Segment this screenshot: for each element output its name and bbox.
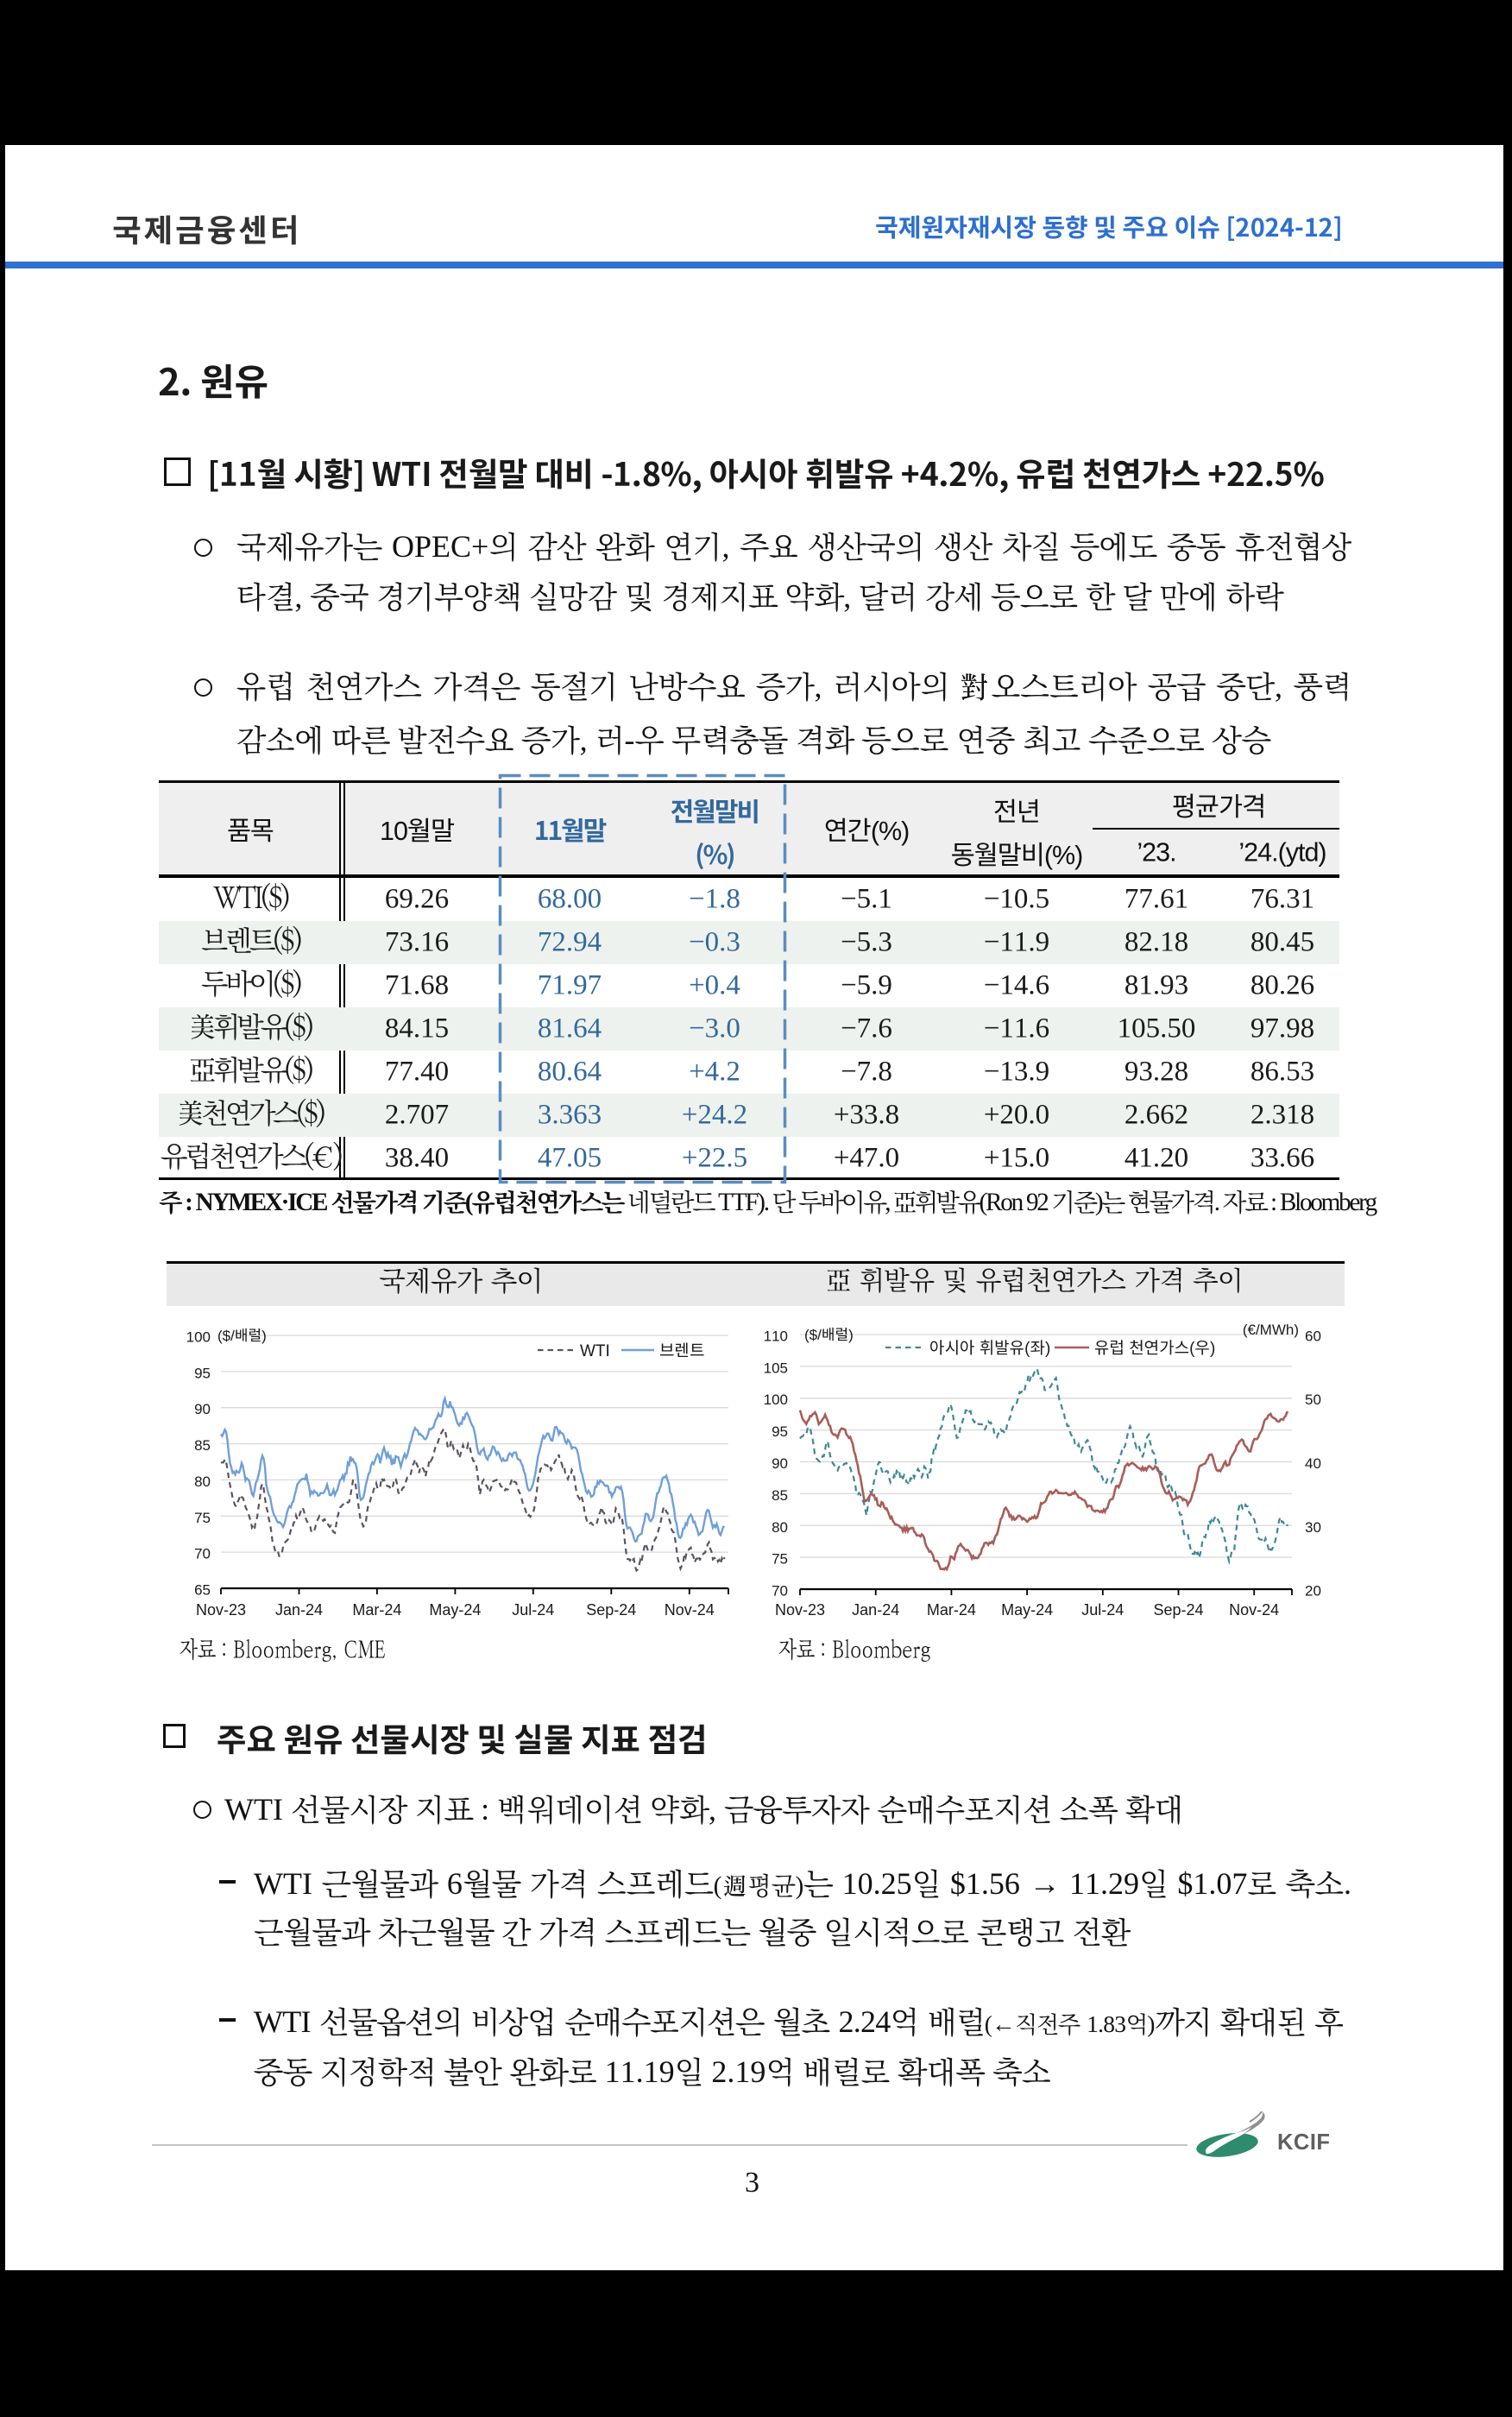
svg-text:105: 105	[764, 1360, 788, 1376]
svg-text:20: 20	[1305, 1583, 1321, 1600]
svg-text:100: 100	[186, 1329, 211, 1346]
svg-text:($/배럴): ($/배럴)	[217, 1328, 267, 1344]
svg-text:40: 40	[1305, 1455, 1321, 1472]
svg-text:Jan-24: Jan-24	[852, 1601, 899, 1619]
svg-text:Jan-24: Jan-24	[275, 1601, 323, 1619]
svg-text:아시아 휘발유(좌): 아시아 휘발유(좌)	[929, 1340, 1050, 1358]
svg-text:브렌트: 브렌트	[659, 1342, 704, 1360]
svg-text:60: 60	[1305, 1328, 1321, 1345]
svg-text:Jul-24: Jul-24	[512, 1601, 554, 1619]
svg-text:65: 65	[194, 1582, 211, 1599]
svg-text:May-24: May-24	[429, 1601, 481, 1619]
svg-text:May-24: May-24	[1001, 1601, 1053, 1619]
svg-text:Nov-23: Nov-23	[196, 1601, 246, 1619]
svg-text:75: 75	[194, 1510, 211, 1526]
svg-text:Nov-24: Nov-24	[1229, 1601, 1279, 1619]
svg-text:(€/MWh): (€/MWh)	[1243, 1322, 1299, 1338]
svg-text:90: 90	[194, 1401, 211, 1417]
svg-text:Sep-24: Sep-24	[586, 1601, 636, 1619]
svg-text:Nov-24: Nov-24	[665, 1601, 715, 1619]
svg-text:80: 80	[772, 1519, 788, 1536]
svg-text:Mar-24: Mar-24	[927, 1601, 976, 1619]
svg-text:Sep-24: Sep-24	[1153, 1601, 1203, 1619]
svg-text:50: 50	[1305, 1392, 1321, 1408]
svg-text:WTI: WTI	[580, 1342, 610, 1360]
svg-text:95: 95	[772, 1423, 788, 1440]
svg-text:80: 80	[194, 1474, 211, 1490]
svg-text:($/배럴): ($/배럴)	[804, 1327, 854, 1343]
svg-text:85: 85	[194, 1437, 211, 1454]
svg-text:85: 85	[772, 1487, 788, 1504]
svg-text:70: 70	[772, 1583, 788, 1600]
svg-text:70: 70	[194, 1546, 211, 1562]
svg-text:Mar-24: Mar-24	[352, 1601, 401, 1619]
svg-text:95: 95	[194, 1365, 211, 1381]
svg-text:100: 100	[764, 1392, 788, 1408]
svg-text:75: 75	[772, 1551, 788, 1568]
svg-text:110: 110	[764, 1328, 788, 1345]
svg-text:90: 90	[772, 1455, 788, 1472]
svg-text:Nov-23: Nov-23	[775, 1601, 825, 1619]
svg-text:Jul-24: Jul-24	[1081, 1601, 1124, 1619]
svg-text:30: 30	[1305, 1519, 1321, 1536]
svg-text:유럽 천연가스(우): 유럽 천연가스(우)	[1094, 1340, 1215, 1358]
